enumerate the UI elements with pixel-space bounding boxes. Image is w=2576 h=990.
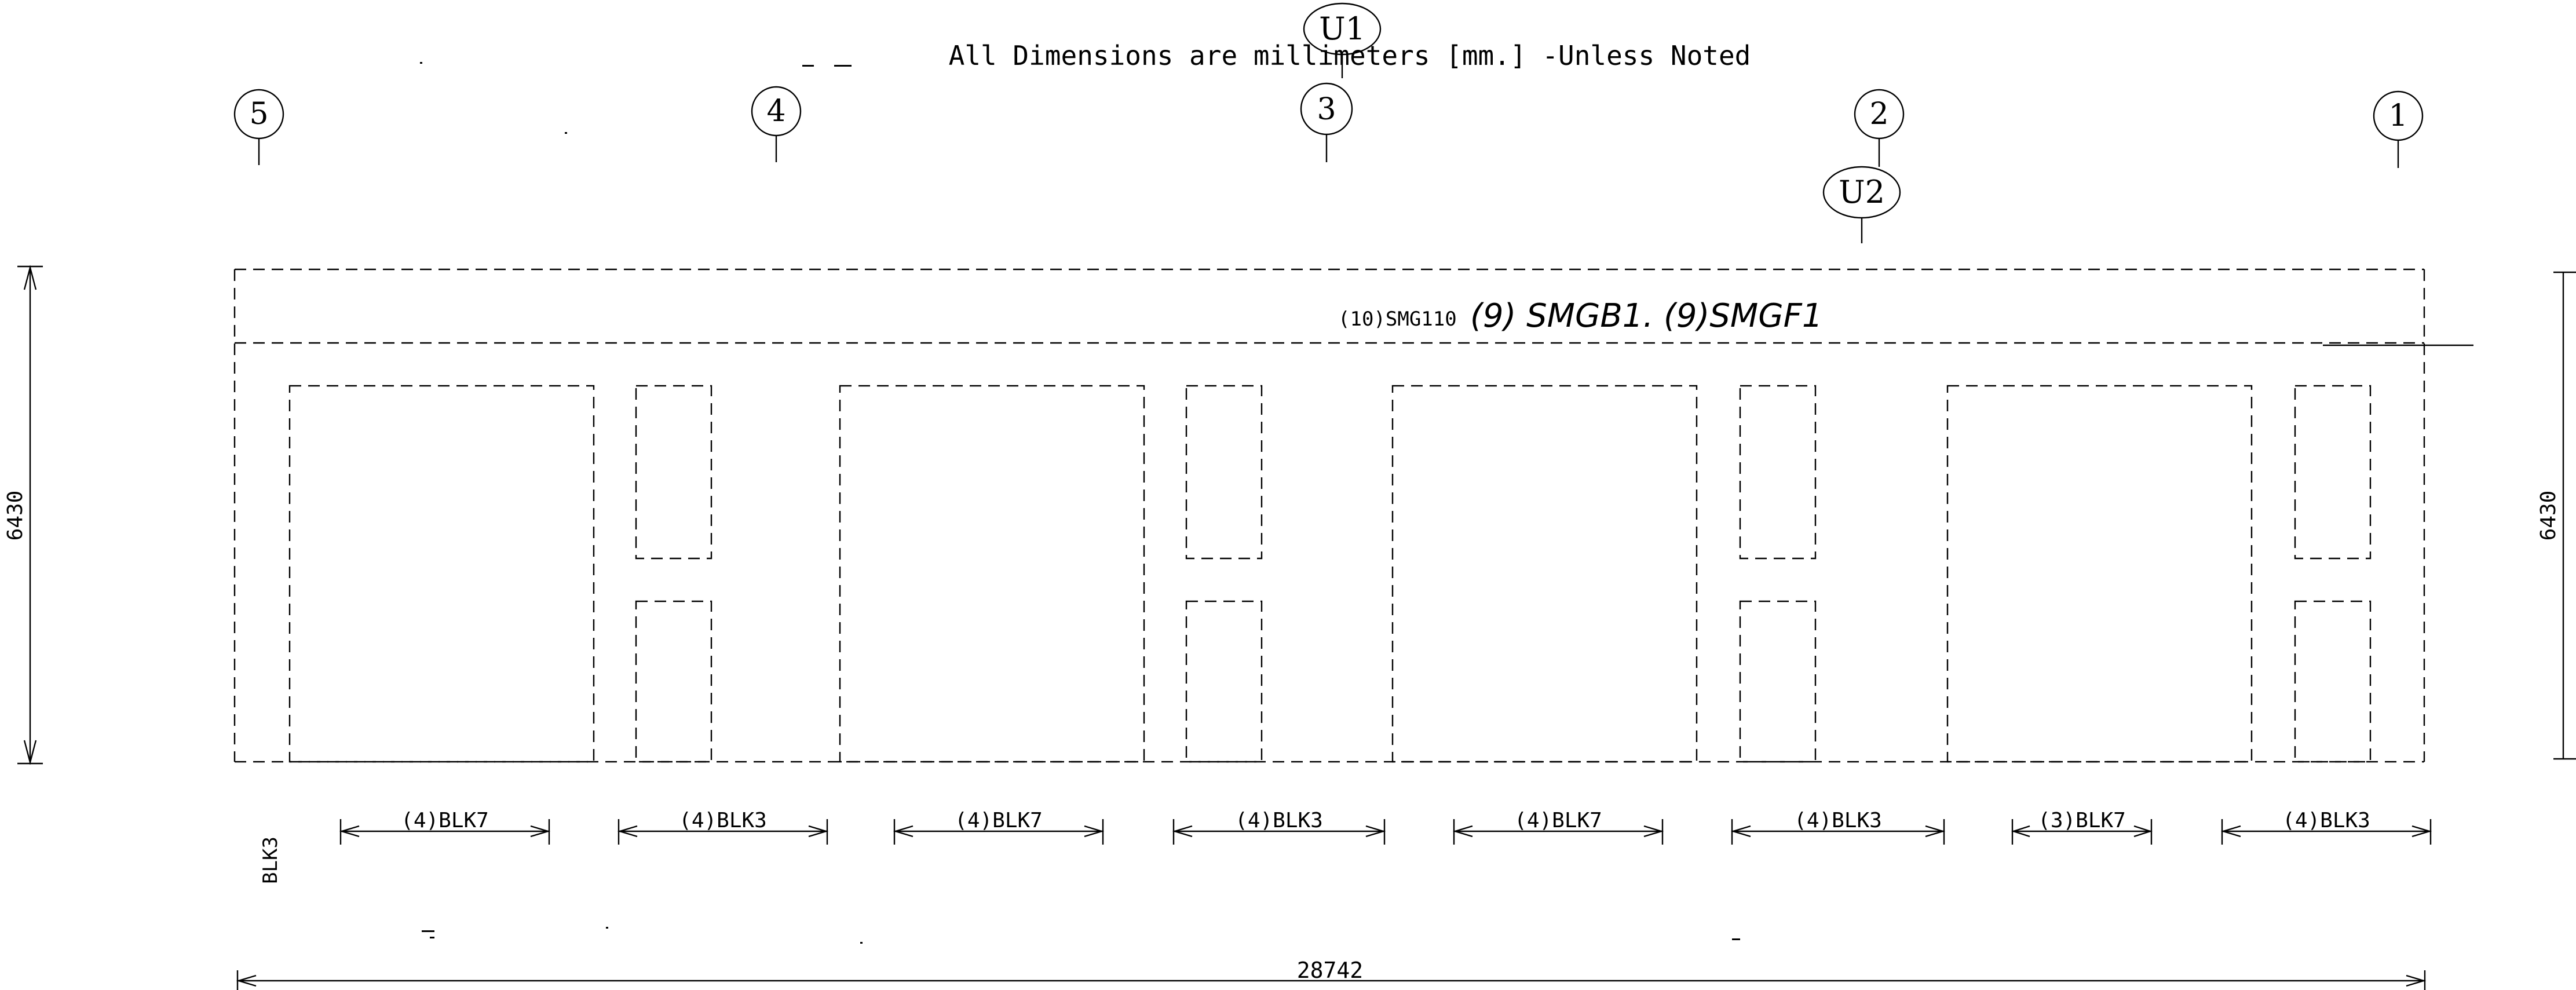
- grid-bubble-3: 3: [1300, 82, 1353, 162]
- panel-label-5: (4)BLK7: [1514, 809, 1602, 832]
- grid-label-3: 3: [1317, 92, 1336, 127]
- panel-label-8: (4)BLK3: [2282, 809, 2370, 832]
- opening-narrow-lower-4: [2294, 600, 2372, 763]
- panel-label-4: (4)BLK3: [1235, 809, 1323, 832]
- panel-dimension-3: (4)BLK7: [893, 809, 1105, 845]
- panel-dimension-4: (4)BLK3: [1172, 809, 1386, 845]
- grid-label-4: 4: [766, 94, 785, 129]
- height-dimension-right: 6430: [2537, 271, 2576, 760]
- panel-dimension-2: (4)BLK3: [617, 809, 829, 845]
- opening-large-4: [1946, 385, 2253, 763]
- beam-label-printed: (10)SMG110: [1338, 308, 1457, 331]
- opening-narrow-lower-3: [1739, 600, 1817, 763]
- narrow-openings: [635, 385, 2372, 763]
- grid-label-u1: U1: [1319, 10, 1365, 47]
- opening-narrow-upper-1: [635, 385, 712, 560]
- scan-specks: [420, 62, 1740, 944]
- grid-label-5: 5: [249, 97, 268, 131]
- opening-large-2: [839, 385, 1145, 763]
- grid-bubble-1: 1: [2373, 90, 2424, 168]
- opening-large-3: [1391, 385, 1698, 763]
- grid-label-2: 2: [1869, 97, 1888, 131]
- large-openings: [288, 385, 2253, 763]
- panel-label-6: (4)BLK3: [1794, 809, 1882, 832]
- panel-label-2: (4)BLK3: [679, 809, 767, 832]
- height-label-right: 6430: [2537, 491, 2560, 541]
- opening-narrow-lower-2: [1185, 600, 1263, 763]
- panel-label-1: (4)BLK7: [401, 809, 489, 832]
- beam-label-handwritten: (9) SMGB1. (9)SMGF1: [1470, 297, 1822, 335]
- panel-label-7: (3)BLK7: [2038, 809, 2126, 832]
- grid-bubble-u1: U1: [1303, 2, 1382, 78]
- height-label-left: 6430: [3, 491, 27, 541]
- dimension-note: All Dimensions are millimeters [mm.] -Un…: [949, 40, 1751, 71]
- opening-large-1: [288, 385, 595, 763]
- grid-label-u2: U2: [1839, 174, 1885, 210]
- overall-length-dimension: 28742: [236, 958, 2427, 990]
- building-outline: [233, 268, 2473, 763]
- grid-bubble-2: 2: [1854, 89, 1905, 167]
- panel-dimension-8: (4)BLK3: [2220, 809, 2432, 845]
- panel-dimension-7: (3)BLK7: [2011, 809, 2153, 845]
- grid-bubble-4: 4: [751, 86, 802, 162]
- panel-dimension-6: (4)BLK3: [1730, 809, 1946, 845]
- panel-label-vertical: BLK3: [259, 836, 282, 884]
- grid-bubble-5: 5: [233, 89, 284, 165]
- panel-dimension-1: (4)BLK7: [339, 809, 551, 845]
- panel-dimension-5: (4)BLK7: [1452, 809, 1664, 845]
- grid-bubble-u2: U2: [1822, 166, 1901, 243]
- height-dimension-left: 6430: [3, 265, 43, 765]
- opening-narrow-upper-2: [1185, 385, 1263, 560]
- panel-label-3: (4)BLK7: [955, 809, 1043, 832]
- overall-length-label: 28742: [1297, 958, 1363, 983]
- opening-narrow-upper-3: [1739, 385, 1817, 560]
- opening-narrow-lower-1: [635, 600, 712, 763]
- opening-narrow-upper-4: [2294, 385, 2372, 560]
- grid-label-1: 1: [2388, 98, 2407, 133]
